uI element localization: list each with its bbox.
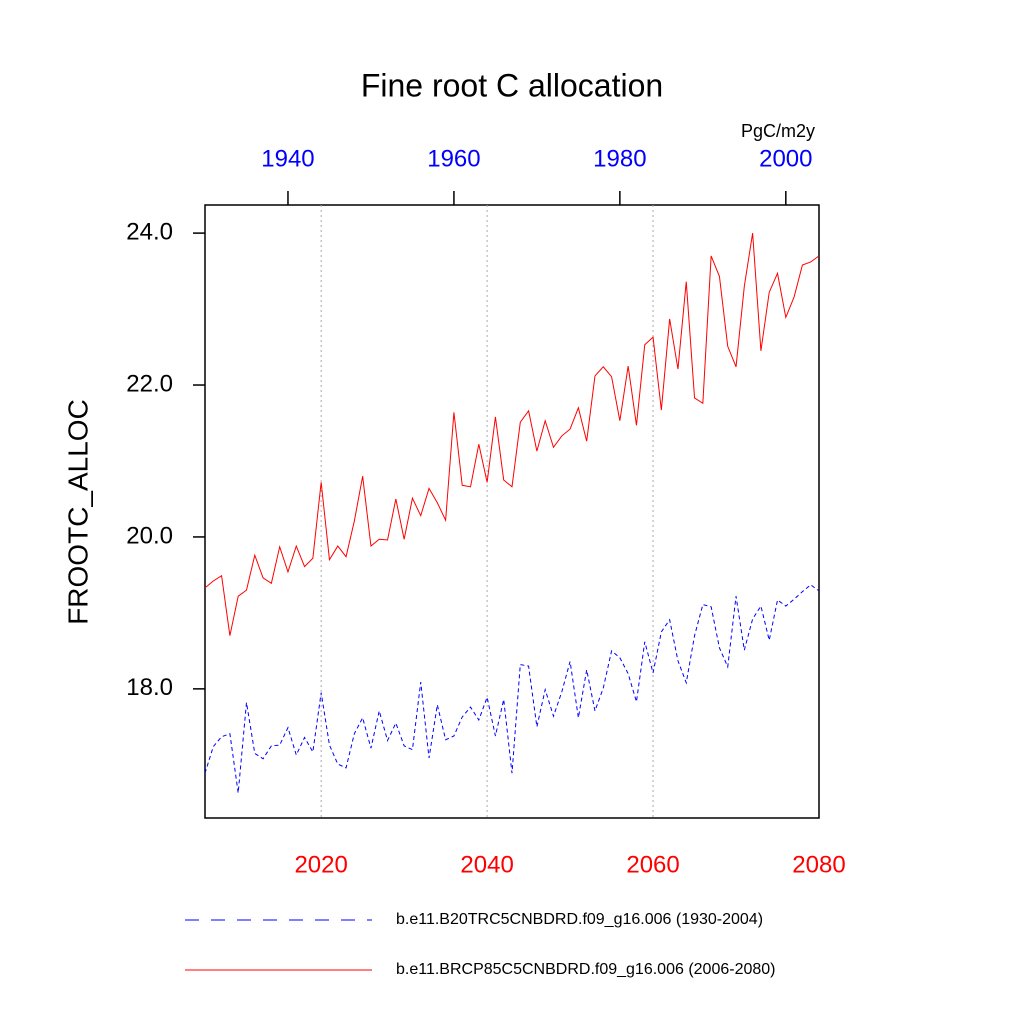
y-tick-label: 24.0 <box>126 218 173 245</box>
y-axis-label: FROOTC_ALLOC <box>62 399 93 625</box>
x-tick-label: 2020 <box>294 851 347 878</box>
x2-tick-label: 2000 <box>759 145 812 172</box>
x2-tick-label: 1980 <box>593 145 646 172</box>
x2-axis-label: PgC/m2y <box>741 121 815 141</box>
x-tick-label: 2060 <box>626 851 679 878</box>
y-tick-label: 18.0 <box>126 674 173 701</box>
chart-title: Fine root C allocation <box>361 67 663 103</box>
x-tick-label: 2080 <box>792 851 845 878</box>
y-tick-label: 20.0 <box>126 522 173 549</box>
x2-tick-label: 1940 <box>261 145 314 172</box>
series-line <box>204 233 820 636</box>
series-line <box>204 584 820 793</box>
legend-label: b.e11.BRCP85C5CNBDRD.f09_g16.006 (2006-2… <box>396 961 775 978</box>
plot-frame <box>204 204 820 819</box>
x2-tick-label: 1960 <box>427 145 480 172</box>
x-tick-label: 2040 <box>460 851 513 878</box>
y-tick-label: 22.0 <box>126 370 173 397</box>
legend-label: b.e11.B20TRC5CNBDRD.f09_g16.006 (1930-20… <box>396 911 763 928</box>
